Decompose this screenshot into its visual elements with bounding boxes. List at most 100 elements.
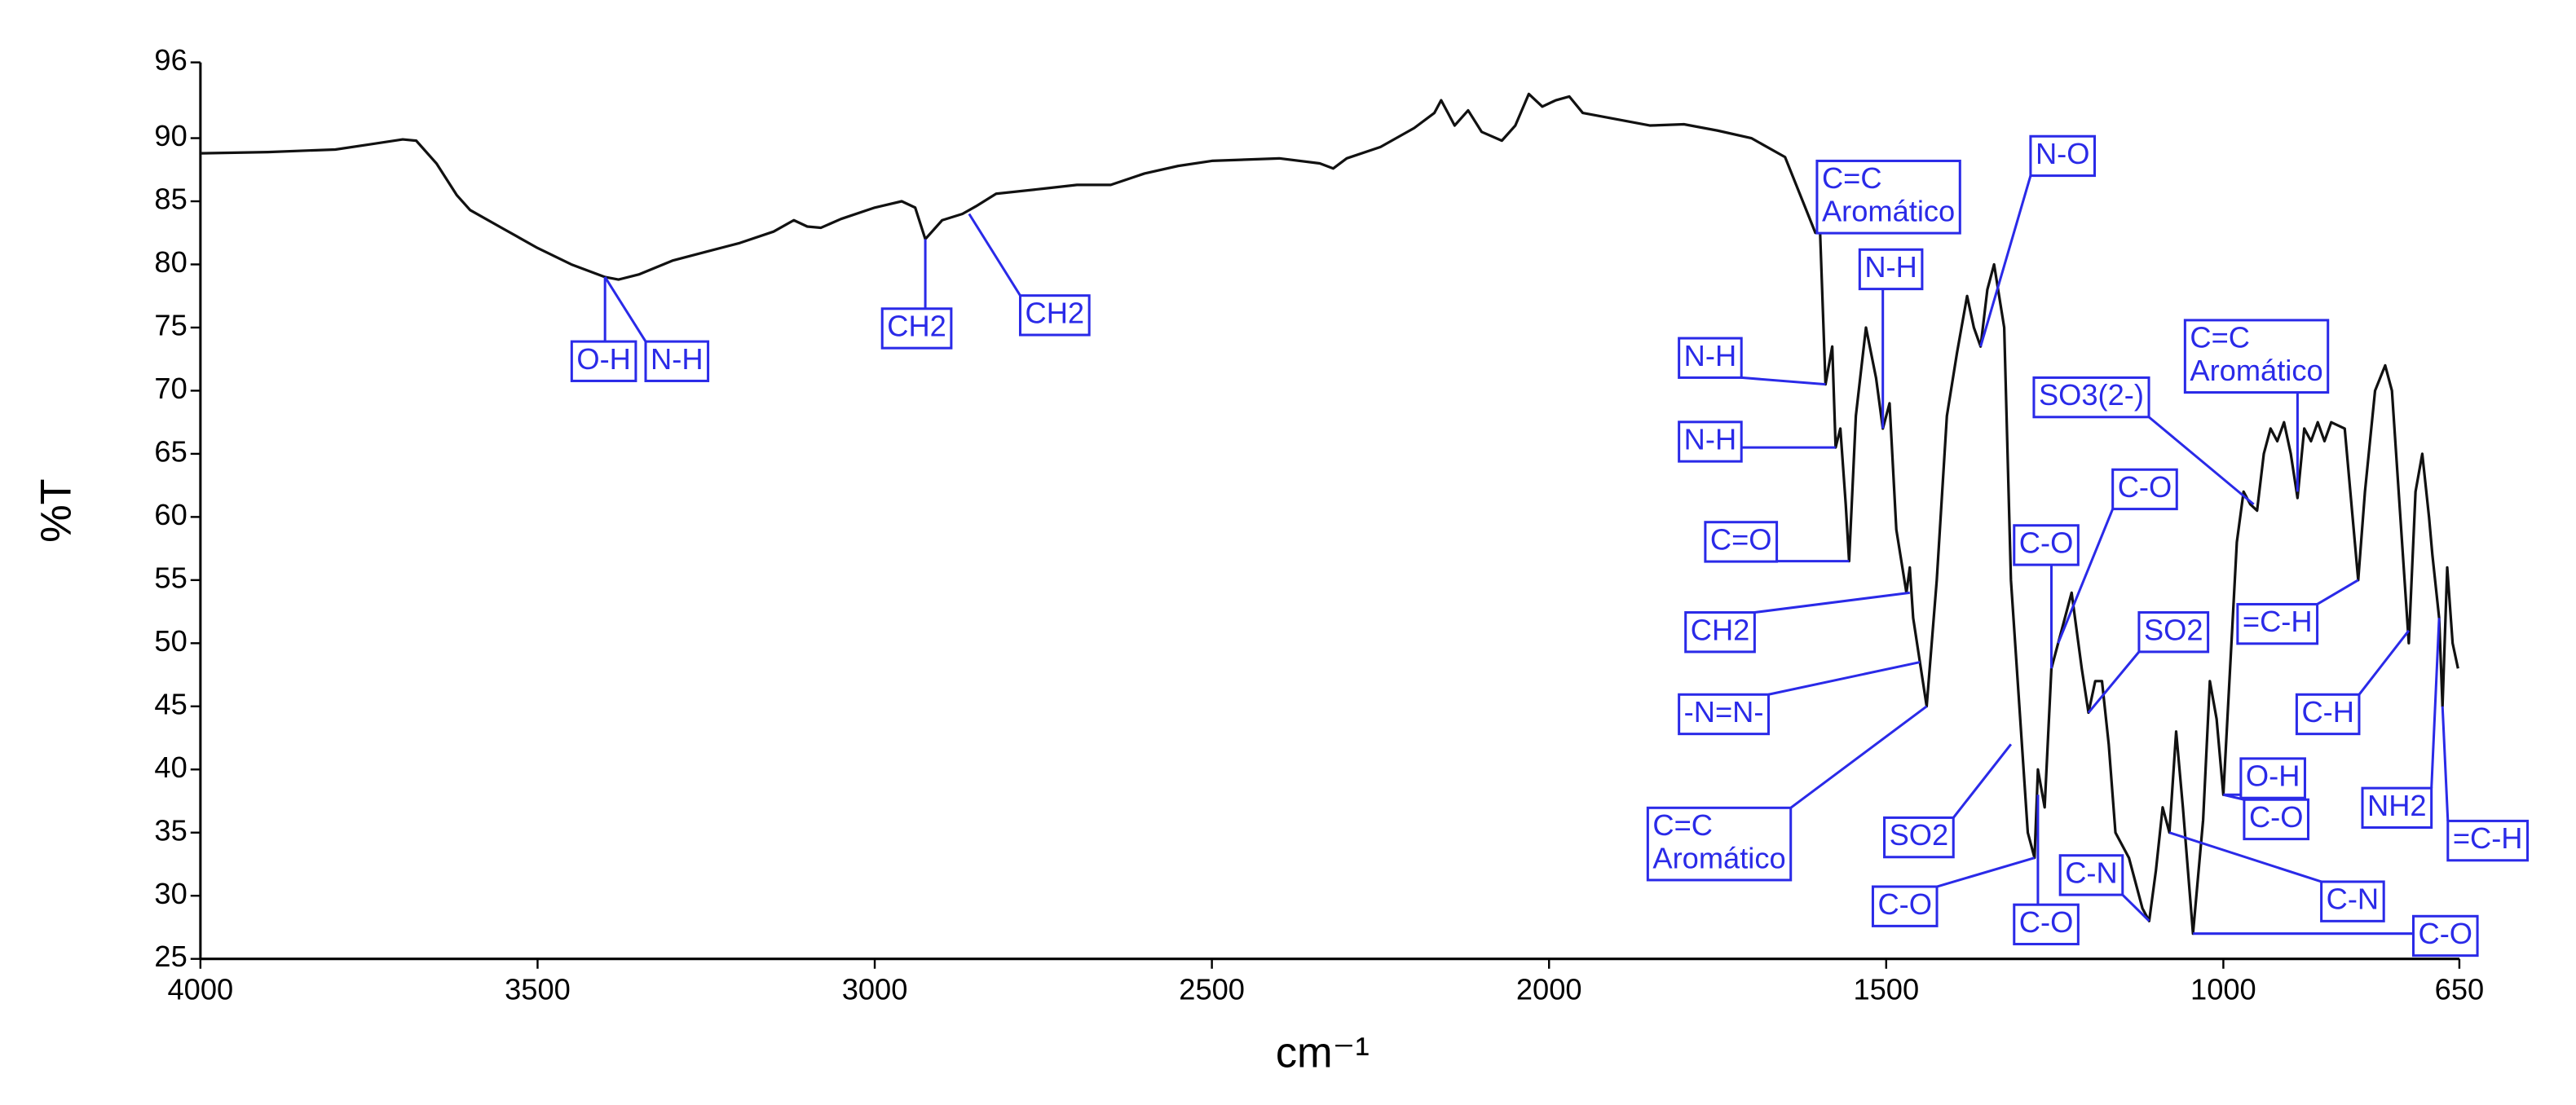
annotation-box	[2239, 757, 2306, 799]
annotation-label: =C-H	[2243, 605, 2313, 638]
y-tick-label: 55	[154, 561, 187, 594]
annotation: C-O	[2411, 914, 2479, 958]
x-tick-label: 3000	[842, 973, 908, 1006]
annotation-label: C-O	[2419, 917, 2472, 950]
annotation-leader	[1768, 661, 1921, 696]
annotation-box	[1018, 294, 1091, 337]
y-tick-label: 60	[154, 498, 187, 531]
annotation-label: SO3(2-)	[2039, 378, 2144, 412]
annotation: N-H	[1858, 248, 1924, 291]
annotation-box	[2411, 914, 2479, 958]
annotation: C-O	[1871, 885, 1939, 927]
annotation-box	[1815, 159, 1961, 235]
annotation-leader	[2358, 629, 2411, 696]
y-axis-label: %T	[33, 478, 80, 543]
annotation-leader	[2430, 618, 2441, 789]
annotation-leader	[2121, 894, 2150, 922]
annotation: CH2	[880, 307, 953, 350]
annotation-label: C=O	[1710, 522, 1772, 556]
annotation-box	[2137, 611, 2210, 654]
annotation-label: Aromático	[2190, 354, 2322, 387]
y-tick-label: 45	[154, 687, 187, 720]
annotation-leader	[1741, 376, 1826, 386]
annotation-label: C-O	[2118, 470, 2172, 504]
annotation-label: N-H	[1864, 250, 1917, 284]
x-tick-label: 1000	[2190, 973, 2256, 1006]
annotation: =C-H	[2446, 819, 2530, 862]
annotation-box	[2013, 903, 2080, 946]
annotation-leader	[2057, 508, 2115, 644]
annotation-box	[880, 307, 953, 350]
annotation-label: Aromático	[1822, 195, 1955, 228]
annotation-leader	[2316, 579, 2359, 605]
annotation-box	[2295, 693, 2361, 736]
annotation-leader	[2087, 650, 2141, 714]
annotation: C-O	[2013, 524, 2080, 566]
annotation-label: C-O	[2019, 905, 2073, 939]
y-tick-label: 25	[154, 940, 187, 973]
annotation-leader	[1979, 175, 2032, 347]
annotation-label: C-H	[2301, 695, 2353, 729]
annotation-label: C-O	[2019, 526, 2073, 560]
annotation-label: CH2	[1691, 613, 1750, 646]
annotation-box	[1678, 693, 1770, 736]
x-tick-label: 4000	[168, 973, 234, 1006]
annotation-box	[2243, 798, 2310, 841]
annotation-label: N-H	[1684, 339, 1736, 372]
x-tick-label: 2500	[1179, 973, 1245, 1006]
annotation: CH2	[1684, 611, 1756, 654]
annotation-label: C=C	[1822, 161, 1882, 195]
annotation-leader	[1789, 705, 1928, 809]
annotation: C-O	[2013, 903, 2080, 946]
annotation: O-H	[570, 340, 637, 382]
annotation-box	[1646, 806, 1793, 882]
annotation-leader	[1952, 743, 2013, 819]
annotation-leader	[1936, 856, 2036, 888]
y-tick-label: 50	[154, 624, 187, 658]
annotation-box	[2236, 602, 2319, 645]
annotation: C-N	[2320, 880, 2385, 922]
annotation-box	[2032, 376, 2150, 419]
annotation-label: CH2	[887, 310, 946, 343]
y-tick-label: 40	[154, 751, 187, 784]
annotation-label: C=C	[1652, 808, 1713, 842]
annotation-box	[644, 340, 710, 382]
annotation-leader	[968, 213, 1021, 297]
annotation-label: Aromático	[1652, 841, 1785, 874]
annotation-label: -N=N-	[1684, 695, 1764, 729]
annotation: C=O	[1704, 521, 1779, 563]
annotation-box	[2183, 319, 2330, 394]
annotation-leader	[603, 276, 647, 342]
annotation-box	[2013, 524, 2080, 566]
annotation-leader	[2441, 706, 2450, 821]
x-axis-label: cm⁻¹	[1276, 1029, 1370, 1076]
y-tick-label: 75	[154, 309, 187, 342]
y-tick-label: 80	[154, 245, 187, 279]
annotation-label: SO2	[2144, 613, 2203, 646]
x-tick-label: 3500	[505, 973, 571, 1006]
annotation: N-O	[2029, 134, 2097, 178]
annotation-box	[2058, 854, 2124, 896]
annotation-label: N-H	[1684, 423, 1736, 456]
annotation-leader	[2148, 416, 2255, 506]
annotation-label: C-O	[1877, 887, 1931, 921]
annotation-box	[570, 340, 637, 382]
annotation-leader	[1754, 591, 1910, 614]
annotation-label: O-H	[2246, 759, 2300, 793]
annotation-box	[1871, 885, 1939, 927]
annotation-box	[2361, 786, 2433, 829]
annotation: N-H	[1678, 337, 1743, 379]
y-tick-label: 30	[154, 877, 187, 910]
annotation-box	[2111, 468, 2178, 511]
annotation-label: C-O	[2249, 800, 2303, 834]
x-tick-label: 650	[2435, 973, 2485, 1006]
annotation: C-O	[2111, 468, 2178, 511]
annotation: C-O	[2243, 798, 2310, 841]
y-tick-label: 85	[154, 183, 187, 216]
annotation-label: C=C	[2190, 321, 2250, 354]
annotation: NH2	[2361, 786, 2433, 829]
